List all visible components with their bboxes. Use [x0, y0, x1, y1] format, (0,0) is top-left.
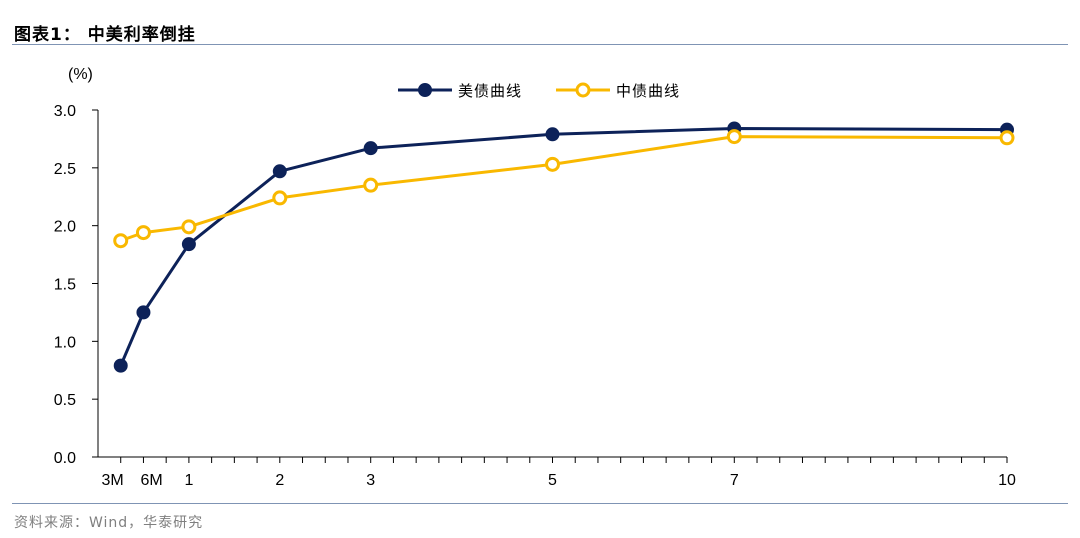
series-1-point-3	[272, 190, 288, 206]
series-1-point-4	[363, 177, 379, 193]
legend-marker-1	[575, 82, 591, 98]
y-tick-label-0: 0.0	[54, 450, 76, 467]
y-tick-label-1: 0.5	[54, 392, 76, 409]
axes: 0.0 0.5 1.0 1.5 2.0 2.5 3.0 3M 6M 1 2 3 5 7 10	[54, 103, 1016, 489]
x-tick-label-5: 5	[548, 472, 557, 489]
x-tick-label-3: 3	[366, 472, 375, 489]
series-1-point-5	[545, 156, 560, 172]
x-tick-label-1: 1	[184, 472, 193, 489]
series-1-point-0	[113, 233, 129, 249]
x-tick-label-6M: 6M	[140, 472, 162, 489]
legend: 美债曲线 中债曲线	[398, 82, 680, 100]
bottom-divider	[12, 503, 1068, 504]
series-0-point-1	[136, 305, 151, 320]
x-tick-label-7: 7	[730, 472, 739, 489]
y-tick-label-5: 2.5	[54, 161, 76, 178]
series-0-point-4	[363, 141, 378, 156]
y-tick-label-2: 1.0	[54, 334, 76, 351]
series-1-point-2	[181, 219, 197, 235]
series-0-point-5	[545, 127, 560, 142]
series-0-point-2	[181, 237, 196, 252]
source-note: 资料来源：Wind，华泰研究	[14, 515, 204, 531]
y-tick-label-6: 3.0	[54, 103, 76, 120]
series-line-1	[120, 135, 1008, 243]
x-tick-label-10: 10	[998, 472, 1016, 489]
y-tick-label-4: 2.0	[54, 219, 76, 236]
series-1-point-7	[999, 130, 1015, 146]
legend-marker-0	[418, 83, 432, 97]
top-divider	[12, 44, 1068, 45]
series-0-point-3	[272, 164, 287, 179]
legend-label-0: 美债曲线	[458, 82, 522, 100]
series-1-point-1	[135, 225, 151, 241]
figure-title: 图表1： 中美利率倒挂	[14, 25, 196, 45]
x-tick-label-2: 2	[275, 472, 284, 489]
series-line-0	[119, 127, 1008, 367]
series-layer	[113, 121, 1015, 373]
series-1-point-6	[726, 129, 742, 145]
y-tick-label-3: 1.5	[54, 277, 76, 294]
x-tick-label-3M: 3M	[101, 472, 123, 489]
legend-label-1: 中债曲线	[616, 82, 680, 100]
y-axis-label: (%)	[68, 66, 93, 83]
series-0-point-0	[113, 358, 128, 373]
